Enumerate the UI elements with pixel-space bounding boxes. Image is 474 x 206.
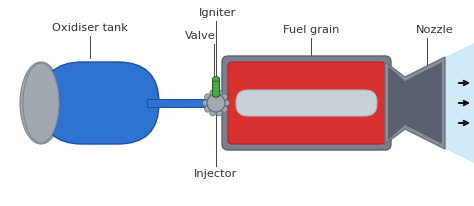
Ellipse shape — [212, 76, 219, 82]
Ellipse shape — [23, 63, 59, 143]
FancyBboxPatch shape — [212, 79, 219, 97]
Polygon shape — [445, 43, 474, 163]
Circle shape — [204, 94, 210, 100]
Polygon shape — [385, 57, 445, 149]
Text: Oxidiser tank: Oxidiser tank — [52, 23, 128, 33]
FancyBboxPatch shape — [236, 90, 377, 116]
Bar — [147, 99, 208, 107]
Circle shape — [210, 90, 216, 96]
Circle shape — [221, 106, 228, 112]
Ellipse shape — [20, 62, 62, 144]
Circle shape — [210, 110, 216, 116]
FancyBboxPatch shape — [228, 62, 385, 144]
Text: Nozzle: Nozzle — [416, 25, 454, 35]
Circle shape — [216, 90, 222, 96]
Text: Fuel grain: Fuel grain — [283, 25, 340, 35]
Circle shape — [216, 110, 222, 116]
FancyBboxPatch shape — [41, 62, 159, 144]
Text: Injector: Injector — [194, 169, 237, 179]
Text: Valve: Valve — [185, 31, 215, 41]
Circle shape — [224, 100, 229, 106]
Text: Igniter: Igniter — [199, 8, 237, 18]
Circle shape — [204, 106, 210, 112]
Circle shape — [202, 100, 209, 106]
Circle shape — [221, 94, 228, 100]
Circle shape — [207, 94, 225, 112]
Polygon shape — [388, 62, 442, 144]
FancyBboxPatch shape — [222, 56, 391, 150]
